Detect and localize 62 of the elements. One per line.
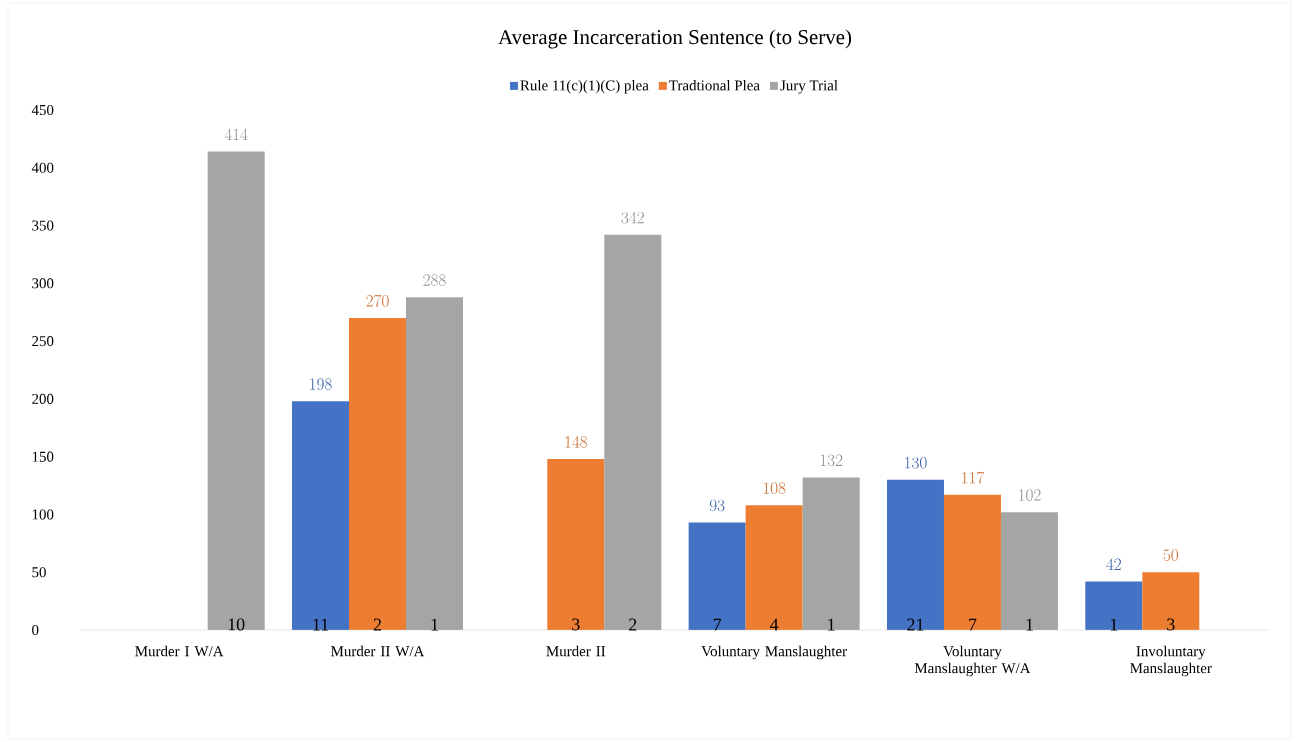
annotation: 1 bbox=[828, 618, 835, 631]
y-tick-label: 100 bbox=[32, 509, 54, 520]
annotation: 4 bbox=[770, 618, 779, 631]
x-tick-label: Murder II W/A bbox=[331, 645, 425, 657]
bar bbox=[886, 479, 944, 630]
annotation: 1 bbox=[431, 618, 438, 631]
data-label: 132 bbox=[820, 454, 843, 467]
annotation: 3 bbox=[572, 618, 580, 631]
y-tick-label: 200 bbox=[32, 393, 54, 404]
y-tick-label: 250 bbox=[32, 336, 54, 347]
chart-title: Average Incarceration Sentence (to Serve) bbox=[498, 29, 852, 49]
annotation: 7 bbox=[969, 618, 977, 631]
annotation: 2 bbox=[629, 618, 637, 631]
x-tick-label: Murder I W/A bbox=[135, 645, 224, 657]
annotation: 3 bbox=[1167, 618, 1175, 631]
y-tick-label: 300 bbox=[32, 278, 54, 289]
annotation: 1 bbox=[1110, 618, 1118, 631]
data-label: 342 bbox=[621, 211, 644, 224]
data-label: 148 bbox=[565, 435, 588, 448]
annotation: 21 bbox=[907, 618, 924, 631]
bar bbox=[291, 401, 349, 630]
y-tick-label: 450 bbox=[31, 104, 54, 116]
data-label: 288 bbox=[423, 274, 446, 286]
data-label: 414 bbox=[224, 128, 248, 141]
annotation: 11 bbox=[313, 618, 329, 631]
x-tick-label: Murder II bbox=[546, 645, 606, 657]
data-label: 270 bbox=[366, 294, 389, 307]
y-tick-label: 350 bbox=[32, 220, 54, 231]
bar bbox=[405, 297, 463, 630]
annotation: 7 bbox=[713, 618, 722, 631]
annotation: 10 bbox=[228, 618, 245, 631]
bar bbox=[547, 458, 605, 630]
bar bbox=[1085, 581, 1143, 630]
legend-label: Tradtional Plea bbox=[669, 79, 760, 91]
data-label: 117 bbox=[962, 471, 985, 484]
bar bbox=[688, 522, 746, 630]
y-tick-label: 400 bbox=[31, 162, 54, 173]
data-label: 102 bbox=[1019, 489, 1041, 501]
y-tick-label: 0 bbox=[32, 624, 39, 636]
x-tick-label: Voluntary Manslaughter W/A bbox=[914, 645, 1031, 677]
data-label: 130 bbox=[905, 456, 927, 469]
bar bbox=[207, 151, 265, 630]
bar bbox=[348, 318, 406, 630]
y-tick-label: 150 bbox=[32, 451, 54, 462]
annotation: 1 bbox=[1026, 618, 1033, 631]
annotation: 2 bbox=[373, 618, 381, 631]
data-label: 93 bbox=[709, 499, 725, 512]
y-tick-label: 50 bbox=[32, 567, 46, 578]
data-label: 108 bbox=[763, 482, 786, 494]
data-label: 50 bbox=[1163, 549, 1179, 561]
data-label: 42 bbox=[1106, 558, 1121, 570]
bar bbox=[1142, 572, 1200, 630]
bar bbox=[802, 477, 860, 630]
bar bbox=[604, 234, 662, 630]
x-tick-label: Voluntary Manslaughter bbox=[701, 645, 847, 660]
legend-label: Rule 11(c)(1)(C) plea bbox=[520, 79, 649, 94]
data-label: 198 bbox=[310, 378, 332, 390]
x-tick-label: Involuntary Manslaughter bbox=[1130, 645, 1212, 677]
bar bbox=[745, 505, 803, 630]
bar bbox=[1000, 512, 1058, 630]
bar bbox=[943, 494, 1001, 630]
legend-label: Jury Trial bbox=[780, 79, 838, 94]
